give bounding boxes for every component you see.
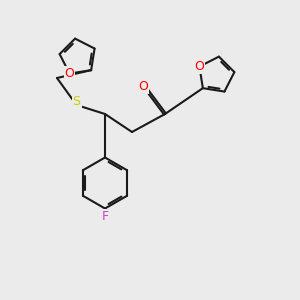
Text: S: S (73, 95, 80, 108)
Text: O: O (139, 80, 148, 93)
Text: O: O (194, 60, 204, 73)
Text: F: F (101, 210, 109, 224)
Text: O: O (64, 67, 74, 80)
